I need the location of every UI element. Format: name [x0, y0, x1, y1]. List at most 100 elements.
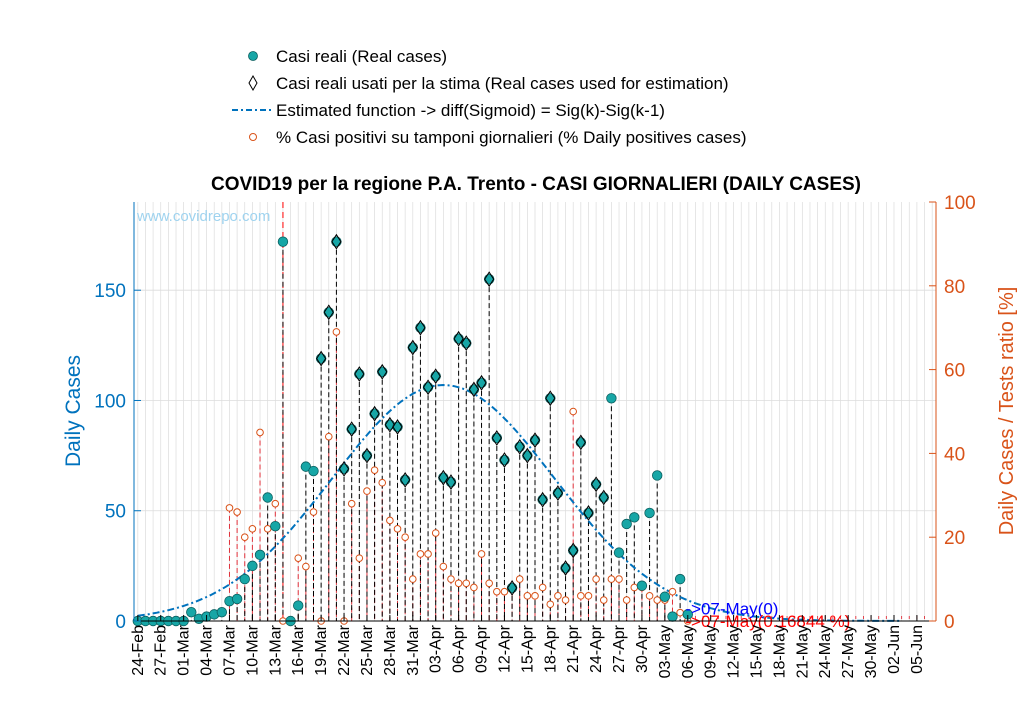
ratio-point — [668, 587, 677, 596]
ratio-point — [538, 583, 547, 592]
real-case-point — [674, 573, 686, 585]
ratio-point — [493, 587, 501, 596]
stems — [190, 202, 925, 621]
x-tick-label: 10-Mar — [244, 624, 261, 675]
ratio-point — [485, 579, 493, 588]
real-case-point — [629, 512, 640, 523]
real-case-point — [667, 611, 678, 622]
open-circle-marker-icon — [249, 133, 257, 141]
estimation-case-diamond — [354, 366, 365, 382]
estimation-case-diamond — [591, 476, 602, 493]
ratio-point — [607, 575, 616, 583]
estimation-case-diamond — [384, 416, 395, 433]
x-tick-label: 21-May — [794, 625, 811, 678]
x-tick-label: 18-May — [771, 625, 788, 678]
ratio-point — [645, 592, 654, 600]
x-tick-label: 07-Mar — [221, 624, 238, 675]
real-case-point — [468, 384, 480, 395]
ratio-point — [271, 499, 280, 508]
real-case-point — [262, 492, 273, 503]
real-case-point — [606, 393, 617, 404]
estimation-case-diamond — [453, 330, 464, 347]
real-case-point — [293, 600, 304, 611]
y-tick-label-right: 100 — [944, 193, 976, 214]
real-case-point — [514, 441, 525, 452]
legend-label: Casi reali (Real cases) — [276, 47, 447, 66]
ratio-point — [294, 554, 303, 562]
estimation-case-diamond — [552, 485, 564, 502]
real-case-point — [354, 368, 365, 380]
estimation-case-diamond — [331, 233, 342, 250]
x-tick-label: 03-May — [657, 625, 674, 678]
estimation-case-diamond — [529, 432, 541, 449]
estimation-case-diamond — [361, 447, 373, 464]
ratio-point — [233, 508, 241, 516]
estimation-case-diamond — [438, 469, 449, 486]
real-case-point — [323, 307, 334, 318]
ratio-point — [470, 583, 478, 592]
real-case-point — [476, 377, 487, 389]
x-tick-label: 06-Apr — [451, 624, 468, 673]
real-case-point — [300, 461, 312, 472]
estimation-case-diamond — [430, 368, 441, 385]
real-case-point — [560, 562, 571, 574]
x-tick-label: 22-Mar — [336, 624, 353, 675]
real-case-point — [636, 580, 648, 591]
ratio-point — [332, 328, 341, 336]
estimation-case-diamond — [392, 419, 403, 435]
y-tick-label-right: 80 — [944, 277, 965, 298]
ratio-point — [676, 608, 684, 617]
real-case-point — [522, 450, 533, 461]
ratio-point — [577, 592, 585, 600]
legend-item-estimated-function: Estimated function -> diff(Sigmoid) = Si… — [232, 101, 665, 120]
estimation-case-diamond — [575, 434, 586, 451]
ratio-point — [515, 575, 524, 583]
ratio-point — [454, 579, 463, 588]
estimation-case-diamond — [461, 335, 472, 352]
ratio-point — [592, 575, 600, 583]
x-tick-label: 18-Apr — [542, 624, 559, 673]
ratio-points — [225, 328, 692, 625]
legend-label: % Casi positivi su tamponi giornalieri (… — [276, 128, 747, 147]
estimation-case-diamond — [522, 447, 533, 464]
real-case-point — [567, 545, 579, 556]
ratio-point — [500, 587, 509, 596]
ratio-point — [355, 554, 364, 562]
ratio-point — [584, 592, 593, 600]
real-case-point — [575, 437, 587, 448]
ratio-point — [599, 596, 608, 604]
x-tick-label: 13-Mar — [267, 624, 284, 675]
ratio-point — [408, 575, 417, 583]
real-case-point — [315, 353, 327, 364]
real-case-point — [399, 474, 411, 486]
x-tick-label: 15-May — [749, 625, 766, 678]
ratio-point — [248, 525, 257, 533]
legend: Casi reali (Real cases) Casi reali usati… — [232, 47, 747, 147]
estimation-case-diamond — [499, 452, 510, 468]
estimation-case-diamond — [323, 304, 334, 321]
estimation-case-diamond — [514, 438, 525, 455]
estimation-case-diamond — [506, 579, 518, 596]
estimation-case-diamond — [491, 430, 502, 446]
ratio-point — [309, 508, 318, 516]
real-case-point — [369, 408, 380, 419]
ratio-point — [439, 562, 448, 571]
x-tick-label: 01-Mar — [176, 624, 193, 675]
x-tick-label: 09-May — [703, 625, 720, 678]
real-case-point — [652, 470, 663, 481]
estimation-case-diamond — [583, 505, 594, 521]
x-tick-label: 24-Feb — [130, 625, 147, 676]
y-tick-label-left: 0 — [115, 612, 126, 633]
y-tick-label-right: 0 — [944, 612, 955, 633]
estimation-case-diamond — [598, 489, 609, 506]
estimation-case-diamond — [400, 471, 411, 488]
estimation-case-diamond — [445, 474, 457, 490]
ratio-point — [363, 487, 371, 495]
real-case-point — [499, 454, 510, 466]
real-case-point — [277, 236, 289, 247]
ratio-point — [347, 499, 356, 508]
x-tick-label: 12-May — [726, 625, 743, 678]
x-tick-label: 05-Jun — [909, 625, 926, 674]
real-case-point — [415, 322, 426, 333]
